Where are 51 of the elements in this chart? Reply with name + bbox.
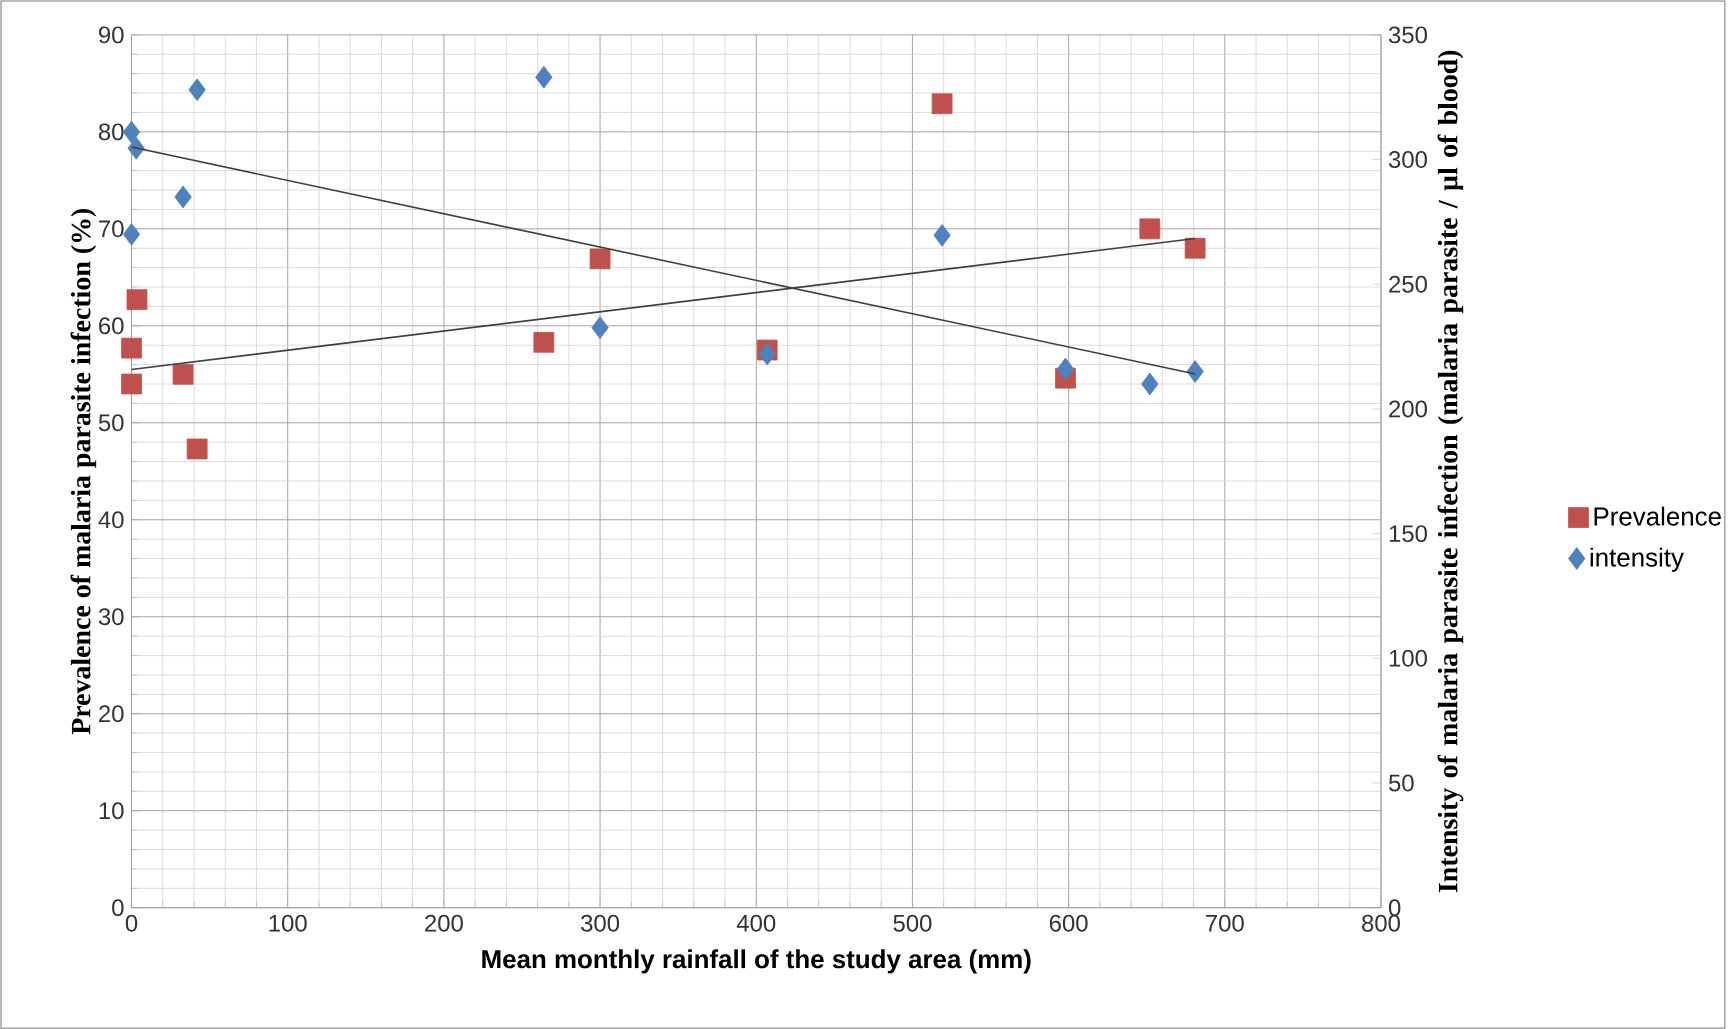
point	[188, 78, 206, 101]
y-tick-label: 50	[98, 414, 124, 432]
y-tick-label: 60	[99, 317, 124, 335]
point	[533, 331, 555, 353]
y-axis-title: Prevalence of malaria parasite infection (%)	[70, 208, 97, 735]
point	[174, 185, 192, 209]
y-tick-label: 0	[112, 899, 124, 917]
point	[758, 342, 776, 366]
point	[122, 222, 141, 246]
y-tick-label: 10	[99, 802, 124, 820]
x-tick-label: 600	[1049, 914, 1088, 932]
point	[1186, 360, 1204, 383]
y2-tick-label: 300	[1388, 150, 1427, 168]
point	[535, 65, 553, 89]
y-tick-label: 70	[99, 220, 124, 238]
legend-label: intensity	[1590, 547, 1684, 572]
point	[186, 438, 208, 460]
point	[589, 248, 611, 270]
point	[121, 373, 142, 395]
x-tick-label: 500	[893, 914, 932, 932]
y2-tick-label: 200	[1389, 400, 1427, 418]
y-tick-label: 80	[98, 123, 124, 141]
y2-tick-label: 50	[1388, 774, 1414, 792]
point	[933, 223, 951, 247]
x-tick-label: 400	[736, 914, 776, 932]
x-axis-title: Mean monthly rainfall of the study area (mm)	[482, 949, 1031, 974]
point	[121, 337, 142, 359]
point	[126, 289, 148, 310]
y2-axis-title: Intensity of malaria parasite infection (malaria parasite / µl of blood)	[1437, 50, 1464, 893]
point	[1141, 372, 1159, 396]
legend-label: Prevalence	[1594, 506, 1721, 526]
point	[1184, 237, 1206, 259]
y-tick-label: 30	[98, 608, 124, 626]
point	[122, 120, 141, 144]
x-tick-label: 700	[1206, 914, 1244, 932]
y2-tick-label: 100	[1389, 649, 1427, 667]
point	[172, 363, 194, 385]
point	[931, 93, 953, 114]
x-tick-label: 0	[125, 914, 138, 932]
x-tick-label: 100	[269, 914, 307, 932]
y2-tick-label: 250	[1389, 275, 1427, 293]
y-tick-label: 20	[99, 705, 124, 723]
y2-tick-label: 350	[1388, 26, 1427, 44]
point	[591, 316, 609, 339]
y-tick-label: 90	[99, 26, 124, 44]
x-tick-label: 200	[425, 914, 463, 932]
y2-tick-label: 150	[1389, 525, 1427, 542]
x-tick-label: 300	[581, 914, 620, 932]
point	[1139, 218, 1161, 240]
point	[1056, 357, 1075, 381]
y-tick-label: 40	[98, 511, 124, 529]
